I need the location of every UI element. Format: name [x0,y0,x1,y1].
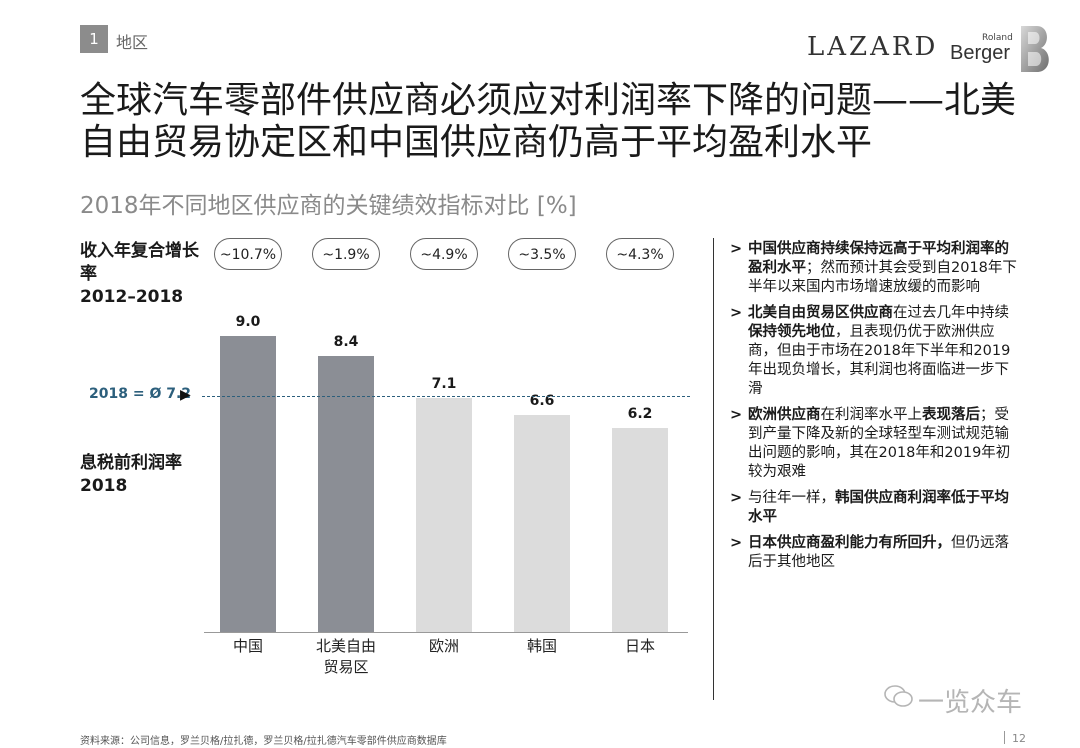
wechat-icon [884,685,913,707]
roland-berger-b-icon [1021,26,1049,72]
bullet-item: > 与往年一样，韩国供应商利润率低于平均水平 [730,489,1020,527]
bullet-text: 韩国供应商利润率低于平均水平 [748,490,1009,525]
cagr-pill: ~4.9% [410,238,478,270]
bullet-text: 但仍远落后于其他地区 [748,535,1009,570]
bullet-item: > 欧洲供应商在利润率水平上表现落后；受到产量下降及新的全球轻型车测试规范输出问题… [730,406,1020,482]
lazard-logo: LAZARD [807,32,939,62]
category-label-line: 日本 [624,637,655,655]
bar-3 [416,398,472,632]
bar-4 [514,414,570,632]
ebit-label-text: 息税前利润率 [80,453,182,473]
bar-value-label: 7.1 [431,376,457,393]
bar-value-label: 6.2 [627,406,653,423]
ebit-year: 2018 [80,476,128,496]
watermark: 一览众车 [918,688,1023,718]
berger-logo-text: Berger [950,42,1011,64]
ebit-label: 息税前利润率 2018 [80,452,182,498]
bullet-text: 在过去几年中持续 [893,305,1009,321]
bullet-marker: > [730,535,743,551]
bullet-item: > 日本供应商盈利能力有所回升，但仍远落后于其他地区 [730,534,1020,572]
cagr-label: 收入年复合增长率 2012–2018 [80,240,208,309]
chart-subtitle: 2018年不同地区供应商的关键绩效指标对比 [%] [80,193,577,219]
bullet-text: 日本供应商盈利能力有所回升， [748,535,951,551]
cagr-pill: ~3.5% [508,238,576,270]
bullet-marker: > [730,241,743,257]
bullet-text: 中国供应商持续保持远高于平均利润率的盈利水平 [748,241,1009,276]
category-label: 中国 [203,636,293,657]
bullet-text: 欧洲供应商 [748,407,821,423]
category-label-line: 中国 [232,637,263,655]
bullet-text: 北美自由贸易区供应商 [748,305,893,321]
key-findings-list: > 中国供应商持续保持远高于平均利润率的盈利水平；然而预计其会受到自2018年下半… [730,240,1020,579]
category-label-line: 北美自由 [315,637,376,655]
cagr-pill: ~4.3% [606,238,674,270]
bullet-text: 保持领先地位 [748,324,835,340]
section-label: 地区 [116,33,149,52]
category-label-line: 欧洲 [428,637,459,655]
bullet-text: ；然而预计其会受到自2018年下半年以来国内市场增速放缓的而影响 [748,260,1017,295]
roland-logo-text: Roland [982,33,1013,43]
x-axis-line [204,632,688,633]
average-arrow-icon: ▶ [180,387,191,403]
bar-value-label: 8.4 [333,333,359,350]
cagr-pill: ~10.7% [214,238,282,270]
bar-1 [220,336,276,632]
bar-2 [318,355,374,632]
category-label: 日本 [595,636,685,657]
bullet-text: 在利润率水平上 [820,407,923,423]
footer-divider [1004,731,1005,744]
bar-5 [612,428,668,632]
page-number: 12 [1012,732,1026,745]
category-label: 北美自由 贸易区 [301,636,391,678]
cagr-period: 2012–2018 [80,287,184,307]
section-number: 1 [80,25,108,53]
bullet-text: 表现落后 [922,407,980,423]
category-label: 韩国 [497,636,587,657]
vertical-divider [713,238,714,700]
bullet-text: ，且表现仍优于欧洲供应商，但由于市场在2018年下半年和2019年出现负增长，其… [748,324,1011,397]
average-dashed-line [202,396,690,397]
bullet-text: 与往年一样， [748,490,835,506]
bullet-item: > 中国供应商持续保持远高于平均利润率的盈利水平；然而预计其会受到自2018年下半… [730,240,1020,297]
cagr-label-text: 收入年复合增长率 [80,241,199,284]
bullet-item: > 北美自由贸易区供应商在过去几年中持续保持领先地位，且表现仍优于欧洲供应商，但由… [730,304,1020,399]
cagr-pill: ~1.9% [312,238,380,270]
category-label-line: 贸易区 [323,658,369,676]
bullet-marker: > [730,490,743,506]
category-label: 欧洲 [399,636,489,657]
bullet-marker: > [730,305,743,321]
bullet-marker: > [730,407,743,423]
average-label: 2018 = Ø 7.2 [89,386,192,402]
category-label-line: 韩国 [526,637,557,655]
source-note: 资料来源：公司信息，罗兰贝格/拉扎德，罗兰贝格/拉扎德汽车零部件供应商数据库 [80,736,447,747]
bar-value-label: 9.0 [235,314,261,330]
page-title: 全球汽车零部件供应商必须应对利润率下降的问题——北美自由贸易协定区和中国供应商仍… [80,80,1017,163]
bullet-text: ；受到产量下降及新的全球轻型车测试规范输出问题的影响，其在2018年和2019年… [748,407,1011,480]
